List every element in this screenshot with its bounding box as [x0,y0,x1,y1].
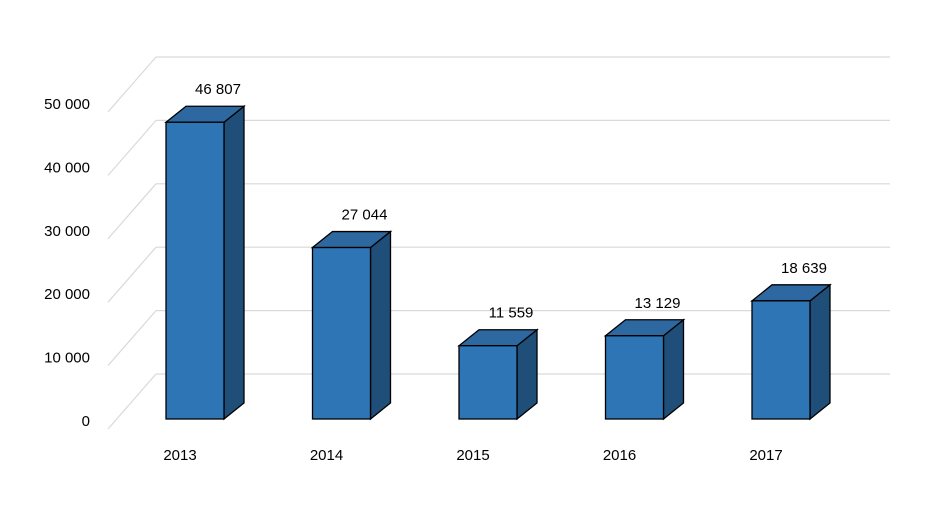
x-category-label: 2014 [310,447,343,464]
bar-side [809,283,831,421]
y-tick-label: 30 000 [44,223,90,240]
bar-2015 [457,328,539,421]
gridline-diagonal [107,56,157,113]
data-label: 46 807 [195,81,241,98]
data-labels: 46 807 27 044 11 559 13 129 18 639 [195,81,827,321]
bar-front [165,121,225,420]
gridline-diagonal [107,373,157,430]
bar-front [458,345,518,420]
bar-2013 [164,104,246,421]
bar-side [369,230,392,421]
y-axis-ticks: 0 10 000 20 000 30 000 40 000 50 000 [44,96,90,430]
bars [164,104,832,421]
bar-front [604,335,665,420]
bar-side [223,104,245,421]
data-label: 18 639 [781,260,827,277]
x-category-label: 2017 [749,447,782,464]
bar-side [662,318,685,421]
x-category-label: 2015 [456,447,489,464]
bar-2016 [603,318,686,421]
x-category-label: 2013 [163,447,196,464]
data-label: 13 129 [635,295,681,312]
gridline-diagonal [107,183,157,240]
x-category-label: 2016 [603,447,636,464]
bar-2017 [750,283,832,421]
gridlines [107,56,890,430]
gridline-diagonal [107,120,157,176]
gridline-diagonal [107,246,157,303]
y-tick-label: 20 000 [44,286,90,303]
bar-front [311,246,372,420]
y-tick-label: 40 000 [44,159,90,176]
gridline-diagonal [107,310,157,366]
y-tick-label: 10 000 [44,350,90,367]
y-tick-label: 0 [82,413,90,430]
x-axis-categories: 2013 2014 2015 2016 2017 [163,447,782,464]
y-tick-label: 50 000 [44,96,90,113]
data-label: 27 044 [342,207,388,224]
data-label: 11 559 [489,305,534,322]
bar-2014 [310,230,393,421]
bar-front [751,300,811,420]
